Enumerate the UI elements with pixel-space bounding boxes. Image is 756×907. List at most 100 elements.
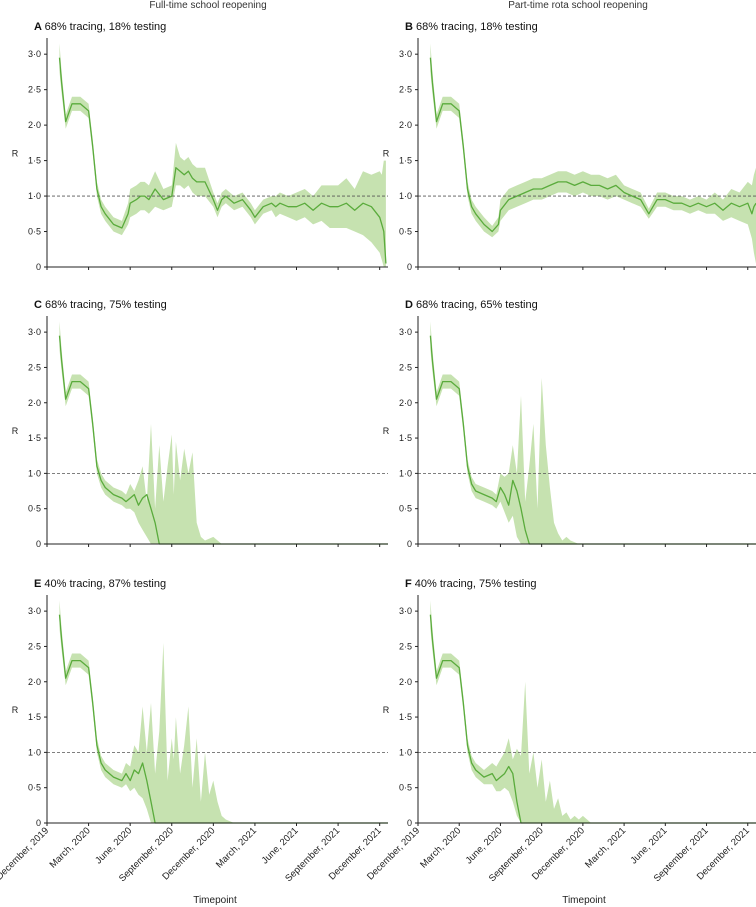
panel-letter: C — [34, 299, 45, 311]
y-tick-label: 0 — [36, 539, 41, 549]
y-axis-label: R — [12, 149, 19, 159]
y-axis-label: R — [12, 705, 19, 715]
y-tick-label: 0·5 — [399, 783, 412, 793]
y-tick-label: 2·0 — [28, 120, 41, 130]
panel-title-text: 68% tracing, 65% testing — [416, 299, 538, 311]
panel-title-d: D 68% tracing, 65% testing — [405, 299, 538, 311]
confidence-band — [430, 43, 756, 264]
y-tick-label: 3·0 — [28, 606, 41, 616]
panel-letter: B — [405, 21, 416, 33]
panel-b: B 68% tracing, 18% testing 0 0·5 1·0 1·5 2·0 2… — [383, 21, 756, 272]
y-tick-label: 1·5 — [28, 433, 41, 443]
y-tick-label: 2·0 — [399, 677, 412, 687]
panels: A 68% tracing, 18% testing 0 0·5 1·0 1·5 2·0 2… — [12, 21, 756, 828]
panel-c: C 68% tracing, 75% testing 0 0·5 1·0 1·5 2·0 2… — [12, 299, 388, 549]
y-tick-label: 1·0 — [28, 191, 41, 201]
y-tick-label: 2·5 — [28, 362, 41, 372]
x-tick-label: March, 2021 — [583, 825, 628, 870]
y-tick-label: 3·0 — [28, 49, 41, 59]
y-tick-label: 1·5 — [399, 433, 412, 443]
y-tick-label: 1·0 — [399, 468, 412, 478]
confidence-band — [430, 600, 756, 823]
y-tick-label: 0 — [407, 818, 412, 828]
x-tick-label: March, 2021 — [214, 825, 259, 870]
mean-line — [429, 335, 756, 545]
panel-title-a: A 68% tracing, 18% testing — [34, 21, 166, 33]
y-tick-label: 2·5 — [399, 641, 412, 651]
y-axis-label: R — [383, 426, 390, 436]
x-tick-label: June, 2020 — [464, 825, 505, 866]
y-tick-label: 0 — [407, 262, 412, 272]
panel-title-c: C 68% tracing, 75% testing — [34, 299, 167, 311]
panel-title-text: 68% tracing, 18% testing — [416, 21, 538, 33]
panel-letter: D — [405, 299, 416, 311]
y-tick-label: 2·5 — [399, 362, 412, 372]
y-tick-label: 2·5 — [28, 85, 41, 95]
y-tick-label: 3·0 — [399, 606, 412, 616]
y-tick-label: 0 — [36, 262, 41, 272]
y-axis-label: R — [383, 705, 390, 715]
panel-title-text: 40% tracing, 75% testing — [415, 578, 537, 590]
y-tick-label: 0·5 — [399, 504, 412, 514]
mean-line — [429, 614, 756, 824]
x-tick-label: March, 2020 — [48, 825, 93, 870]
x-tick-label: June, 2020 — [93, 825, 134, 866]
y-tick-label: 2·0 — [28, 677, 41, 687]
panel-e: E 40% tracing, 87% testing 0 0·5 1·0 1·5 2·0 2… — [12, 578, 388, 828]
panel-title-text: 68% tracing, 75% testing — [45, 299, 167, 311]
y-tick-label: 0·5 — [28, 504, 41, 514]
y-tick-label: 0·5 — [28, 783, 41, 793]
y-tick-label: 2·0 — [399, 398, 412, 408]
panel-title-text: 40% tracing, 87% testing — [44, 578, 166, 590]
column-title-part-time: Part-time rota school reopening — [508, 0, 648, 11]
panel-a: A 68% tracing, 18% testing 0 0·5 1·0 1·5 2·0 2… — [12, 21, 388, 272]
y-tick-label: 3·0 — [399, 49, 412, 59]
mean-line — [58, 335, 388, 545]
mean-line — [58, 57, 387, 264]
y-tick-label: 2·0 — [399, 120, 412, 130]
x-tick-label: March, 2020 — [418, 825, 463, 870]
y-tick-label: 0 — [36, 818, 41, 828]
panel-title-text: 68% tracing, 18% testing — [45, 21, 167, 33]
y-axis-label: R — [12, 426, 19, 436]
column-title-full-time: Full-time school reopening — [149, 0, 266, 11]
x-axis-title-right: Timepoint — [562, 895, 606, 906]
y-tick-label: 1·0 — [28, 468, 41, 478]
y-tick-label: 1·5 — [399, 156, 412, 166]
y-tick-label: 2·5 — [28, 641, 41, 651]
confidence-band — [59, 321, 388, 544]
mean-line — [429, 57, 756, 233]
y-tick-label: 1·0 — [399, 747, 412, 757]
y-tick-label: 0·5 — [399, 227, 412, 237]
x-tick-label: December, 2019 — [0, 825, 51, 882]
panel-title-e: E 40% tracing, 87% testing — [34, 578, 166, 590]
confidence-band — [59, 43, 386, 267]
y-tick-label: 1·0 — [28, 747, 41, 757]
y-tick-label: 0 — [407, 539, 412, 549]
panel-letter: E — [34, 578, 44, 590]
y-tick-label: 0·5 — [28, 227, 41, 237]
panel-letter: F — [405, 578, 415, 590]
y-tick-label: 1·0 — [399, 191, 412, 201]
panel-f: F 40% tracing, 75% testing 0 0·5 1·0 1·5 2·0 2… — [383, 578, 756, 828]
mean-line — [58, 614, 388, 824]
x-tick-label: June, 2021 — [260, 825, 301, 866]
y-tick-label: 1·5 — [399, 712, 412, 722]
y-axis-label: R — [383, 149, 390, 159]
y-tick-label: 1·5 — [28, 156, 41, 166]
y-tick-label: 2·5 — [399, 85, 412, 95]
y-tick-label: 2·0 — [28, 398, 41, 408]
confidence-band — [59, 600, 388, 823]
panel-d: D 68% tracing, 65% testing 0 0·5 1·0 1·5 2·0 2… — [383, 299, 756, 549]
y-tick-label: 3·0 — [28, 327, 41, 337]
y-tick-label: 3·0 — [399, 327, 412, 337]
panel-title-b: B 68% tracing, 18% testing — [405, 21, 538, 33]
x-tick-label: June, 2021 — [628, 825, 669, 866]
confidence-band — [430, 321, 756, 544]
x-axis-title-left: Timepoint — [193, 895, 237, 906]
panel-title-f: F 40% tracing, 75% testing — [405, 578, 536, 590]
panel-letter: A — [34, 21, 45, 33]
y-tick-label: 1·5 — [28, 712, 41, 722]
